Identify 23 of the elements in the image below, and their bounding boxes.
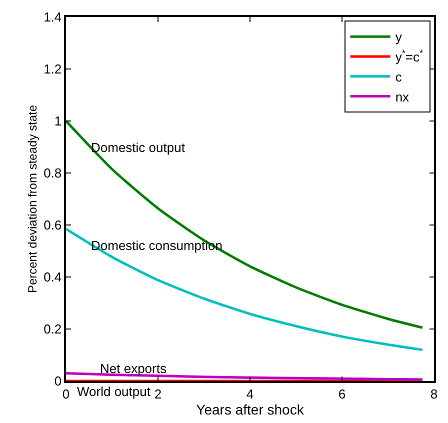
x-tick-label: 4 — [246, 386, 254, 402]
legend-label: y — [395, 30, 402, 45]
line-series — [66, 120, 424, 329]
y-tick-label: 1.2 — [44, 62, 62, 77]
y-tick-label: 0 — [54, 374, 62, 389]
x-tick-label: 2 — [154, 386, 162, 402]
annotation: Net exports — [100, 361, 167, 376]
y-tick-label: 0.2 — [44, 322, 62, 337]
y-tick-label: 1.4 — [44, 10, 62, 25]
x-axis-title: Years after shock — [196, 401, 305, 418]
y-tick-label: 0.6 — [44, 218, 62, 233]
line-series — [66, 228, 424, 352]
legend-label: y$^{*}$=c$^{*}$ — [395, 48, 424, 65]
legend-label: nx — [395, 89, 410, 104]
legend-label: c — [395, 69, 402, 84]
y-tick-label: 0.4 — [44, 270, 62, 285]
annotation: Domestic output — [91, 140, 186, 155]
y-axis-title: Percent deviation from steady state — [25, 104, 40, 294]
x-tick-label: 8 — [430, 386, 438, 402]
x-tick-label: 6 — [338, 386, 346, 402]
y-tick-label: 0.8 — [44, 166, 62, 181]
y-tick-label: 1 — [54, 114, 62, 129]
annotation: World output — [77, 384, 151, 399]
